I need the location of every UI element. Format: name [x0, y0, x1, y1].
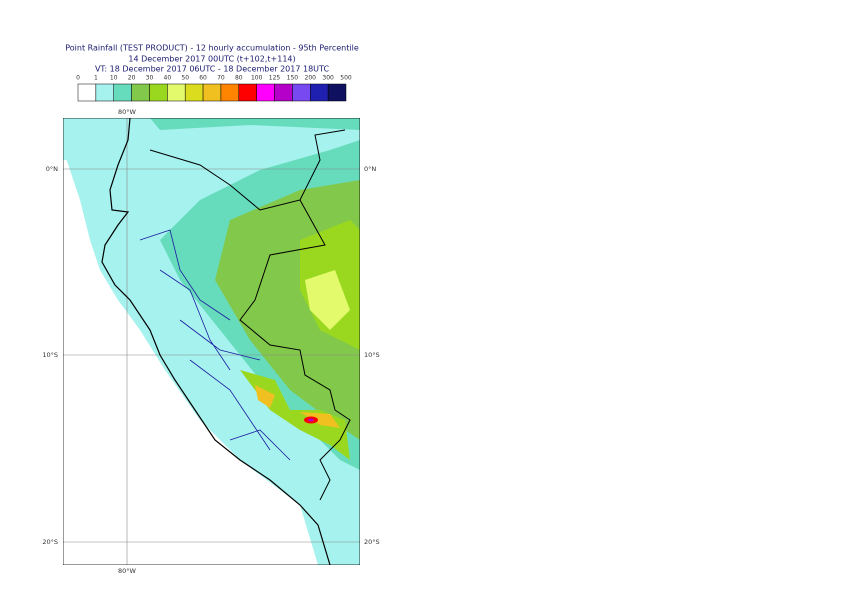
legend-swatch: [327, 83, 347, 102]
legend-label: 30: [146, 75, 154, 82]
legend-label: 200: [305, 75, 317, 82]
legend: 0 1 10 20 30 40 50 60 70 80 100 125 150 200 300 500: [76, 75, 352, 102]
lat-label: 10°S: [364, 351, 380, 359]
legend-label: 125: [269, 75, 281, 82]
lat-label: 0°N: [46, 165, 58, 173]
legend-swatch: [202, 83, 222, 102]
legend-label: 70: [217, 75, 225, 82]
lat-label: 20°S: [364, 538, 380, 546]
title-line: 14 December 2017 00UTC (t+102,t+114): [128, 55, 295, 64]
legend-label: 40: [164, 75, 172, 82]
legend-swatch: [113, 83, 132, 102]
title-line: Point Rainfall (TEST PRODUCT) - 12 hourl…: [65, 44, 359, 53]
legend-label: 150: [287, 75, 299, 82]
legend-swatch: [292, 83, 311, 102]
legend-label: 80: [235, 75, 243, 82]
header: Point Rainfall (TEST PRODUCT) - 12 hourl…: [65, 44, 359, 74]
legend-swatch: [95, 83, 114, 102]
legend-label: 300: [322, 75, 334, 82]
legend-label: 0: [76, 75, 80, 82]
legend-swatch: [238, 83, 257, 102]
legend-label: 50: [181, 75, 189, 82]
legend-swatch: [184, 83, 204, 102]
lon-label: 80°W: [118, 567, 137, 575]
lat-label: 0°N: [364, 165, 376, 173]
coordinate-labels: 80°W 80°W 0°N 0°N 10°S 10°S 20°S 20°S: [42, 108, 379, 575]
lat-label: 10°S: [42, 351, 58, 359]
legend-swatch: [256, 83, 275, 102]
title-line: VT: 18 December 2017 06UTC - 18 December…: [95, 65, 329, 74]
legend-swatch: [131, 83, 150, 102]
legend-swatch: [167, 83, 186, 102]
legend-swatch: [310, 83, 329, 102]
lat-label: 20°S: [42, 538, 58, 546]
lon-label: 80°W: [118, 108, 137, 116]
legend-label: 20: [128, 75, 136, 82]
legend-swatch: [220, 83, 240, 102]
legend-swatch: [274, 83, 293, 102]
legend-label: 1: [94, 75, 98, 82]
legend-label: 10: [110, 75, 118, 82]
legend-label: 500: [340, 75, 352, 82]
legend-label: 60: [199, 75, 207, 82]
legend-swatch: [149, 83, 168, 102]
legend-label: 100: [251, 75, 263, 82]
legend-swatch: [77, 83, 97, 102]
map: [63, 118, 360, 565]
